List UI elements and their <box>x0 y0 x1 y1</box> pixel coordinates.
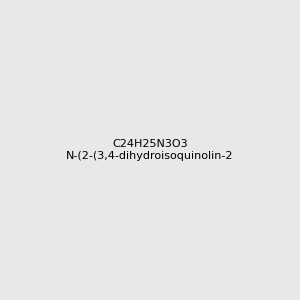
Text: C24H25N3O3
N-(2-(3,4-dihydroisoquinolin-2: C24H25N3O3 N-(2-(3,4-dihydroisoquinolin-… <box>66 139 234 161</box>
